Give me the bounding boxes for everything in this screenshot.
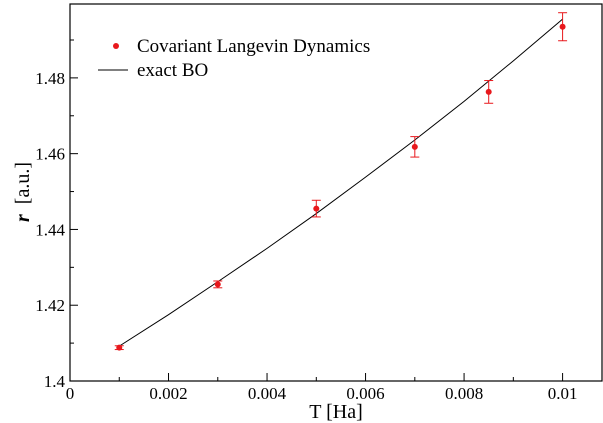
plot-area	[114, 12, 568, 351]
data-point	[214, 281, 221, 288]
data-point-group	[558, 12, 568, 42]
axes: 0 0.002 0.004 0.006 0.008 0.01 1.4 1.42 1.44 1.46…	[35, 3, 603, 403]
data-point-group	[410, 136, 420, 158]
data-point	[485, 88, 492, 95]
y-axis-title-unit: [a.u.]	[12, 162, 34, 204]
legend-label-exact-bo: exact BO	[137, 60, 208, 81]
y-tick-label: 1.44	[35, 220, 65, 239]
y-axis-title: r [a.u.]	[12, 162, 34, 222]
x-tick-label: 0.01	[548, 384, 578, 403]
x-tick-label: 0.006	[346, 384, 384, 403]
x-tick-label: 0.008	[445, 384, 483, 403]
y-axis-title-symbol: r	[12, 214, 34, 222]
x-tick-label: 0.002	[149, 384, 187, 403]
x-tick-label: 0.004	[248, 384, 287, 403]
y-tick-label: 1.48	[35, 69, 65, 88]
data-point-group	[114, 344, 124, 351]
y-tick-label: 1.42	[35, 296, 65, 315]
y-tick-label: 1.46	[35, 145, 65, 164]
x-tick-label: 0	[66, 384, 75, 403]
legend-label-covariant-langevin: Covariant Langevin Dynamics	[137, 36, 370, 57]
data-point-group	[311, 199, 321, 218]
y-tick-label: 1.4	[44, 372, 66, 391]
plot-frame	[69, 3, 603, 382]
legend-marker-covariant-langevin	[113, 43, 119, 49]
data-point	[559, 23, 566, 30]
x-axis-title: T [Ha]	[309, 401, 363, 423]
legend: Covariant Langevin Dynamics exact BO	[98, 36, 370, 81]
data-point	[411, 143, 418, 150]
data-point-group	[484, 80, 494, 104]
data-point-group	[213, 280, 223, 289]
data-point	[313, 205, 320, 212]
data-point	[116, 344, 123, 351]
